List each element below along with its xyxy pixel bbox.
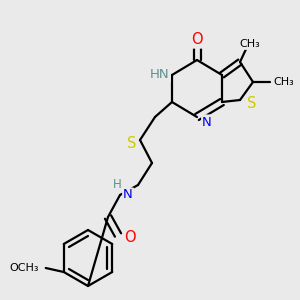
Text: HN: HN <box>150 68 170 82</box>
Text: N: N <box>123 188 133 202</box>
Text: OCH₃: OCH₃ <box>9 263 38 273</box>
Text: S: S <box>127 136 137 152</box>
Text: H: H <box>112 178 122 191</box>
Text: S: S <box>247 97 257 112</box>
Text: O: O <box>124 230 136 245</box>
Text: CH₃: CH₃ <box>240 39 260 49</box>
Text: N: N <box>202 116 212 128</box>
Text: O: O <box>191 32 203 47</box>
Text: CH₃: CH₃ <box>274 77 294 87</box>
